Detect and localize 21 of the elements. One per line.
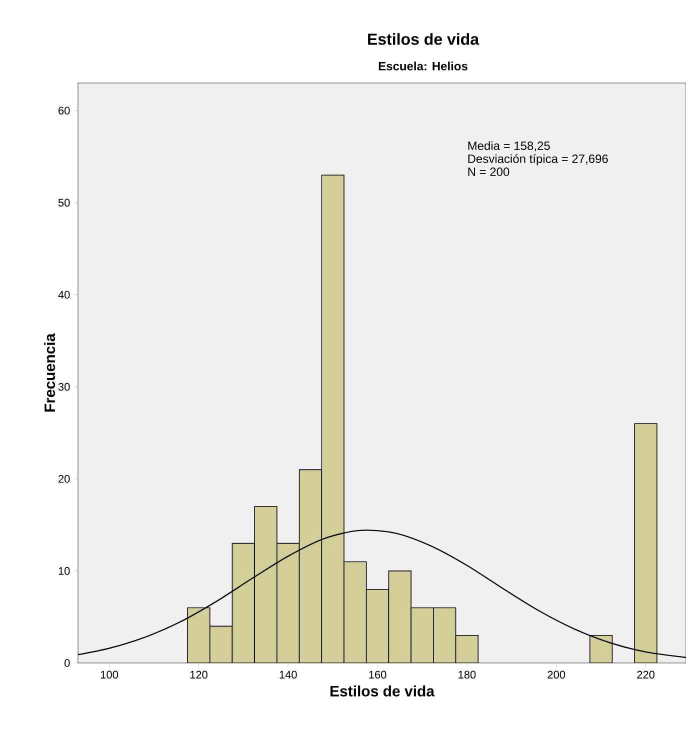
chart-subtitle: Escuela: Helios [378,62,468,70]
x-tick-label: 160 [369,670,386,679]
y-tick-label: 30 [58,382,70,391]
annotation: Desviación típica = 27,696 [468,154,608,166]
y-tick-label: 0 [64,659,70,667]
y-tick-label: 10 [58,567,70,575]
y-axis-title: Frecuencia [44,333,56,412]
x-tick-label: 220 [637,670,654,679]
chart-title: Estilos de vida [368,33,480,45]
x-axis-title: Estilos de vida [330,685,435,696]
annotation: Media = 158,25 [468,141,550,152]
annotation: N = 200 [468,168,510,176]
x-tick-label: 180 [458,670,476,679]
y-tick-label: 50 [58,198,70,207]
y-tick-label: 60 [58,106,70,115]
x-tick-label: 120 [190,670,208,679]
x-tick-label: 100 [100,670,118,679]
x-tick-label: 140 [280,670,297,679]
x-tick-label: 200 [548,670,566,679]
y-tick-label: 40 [58,290,70,299]
y-tick-label: 20 [58,474,70,483]
